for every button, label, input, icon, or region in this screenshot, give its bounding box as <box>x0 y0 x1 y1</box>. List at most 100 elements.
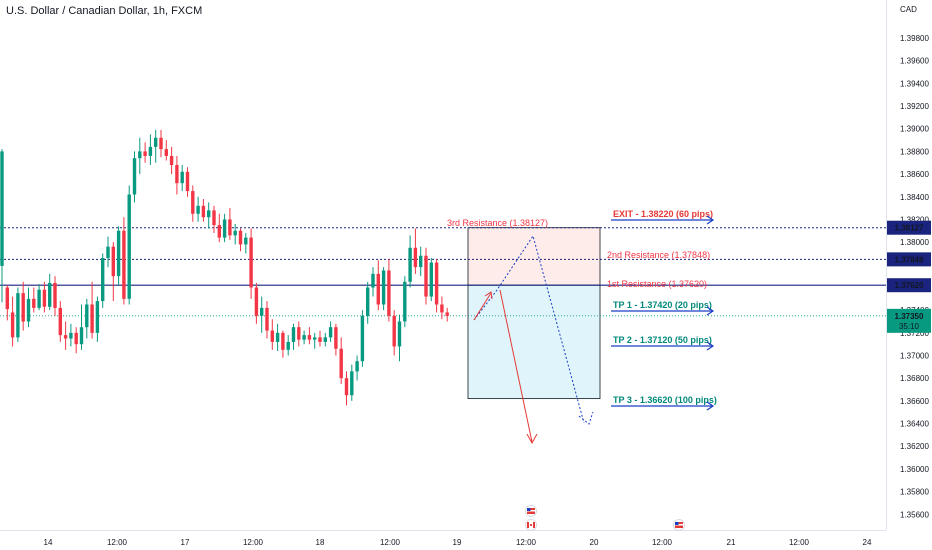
projection-down-red <box>499 289 533 443</box>
target-label: TP 3 - 1.36620 (100 pips) <box>613 395 717 405</box>
candle-body <box>233 230 237 236</box>
canada-flag-icon-band-left <box>527 522 529 528</box>
candle-body <box>434 262 439 305</box>
price-badge <box>887 252 931 267</box>
last-price-text: 1.37350 <box>895 312 924 321</box>
candle-body <box>5 287 9 310</box>
candle-body <box>207 210 211 218</box>
candle-body <box>180 171 184 184</box>
candle-body <box>185 171 190 192</box>
candle-body <box>381 270 386 305</box>
projection-up-red <box>473 292 492 321</box>
x-tick-label: 12:00 <box>107 538 128 547</box>
y-tick-label: 1.36800 <box>900 374 929 383</box>
y-tick-label: 1.39600 <box>900 57 929 66</box>
candle-body <box>58 307 62 336</box>
candle-body <box>42 289 47 307</box>
candle-body <box>313 337 317 340</box>
candle-body <box>127 194 131 299</box>
projection-up-arrowhead <box>484 291 493 300</box>
candle-body <box>254 287 259 316</box>
candle-body <box>291 327 296 342</box>
candle-body <box>392 315 396 347</box>
candle-body <box>143 151 147 156</box>
candle-body <box>191 191 195 214</box>
candle-body <box>323 337 327 342</box>
us-flag-icon-stripe-white <box>675 524 683 526</box>
y-tick-label: 1.36000 <box>900 465 929 474</box>
candle-body <box>403 281 407 322</box>
candle-body <box>69 332 73 339</box>
target-label: EXIT - 1.38220 (60 pips) <box>613 209 713 219</box>
candle-body <box>164 149 168 156</box>
y-tick-label: 1.38800 <box>900 147 929 156</box>
y-tick-label: 1.35600 <box>900 510 929 519</box>
price-badge <box>887 278 931 293</box>
candle-body <box>95 301 100 333</box>
target-label: TP 1 - 1.37420 (20 pips) <box>613 300 712 310</box>
candle-body <box>10 312 15 338</box>
projection-arrowhead-blue <box>578 411 594 425</box>
y-tick-label: 1.36200 <box>900 442 929 451</box>
y-tick-label: 1.39800 <box>900 34 929 43</box>
candle-body <box>307 335 312 340</box>
candle-body <box>201 205 206 218</box>
candle-body <box>344 378 349 396</box>
x-tick-label: 17 <box>181 538 190 547</box>
candle-body <box>132 158 137 195</box>
candle-body <box>413 247 418 268</box>
candle-body <box>148 146 153 156</box>
last-price-badge <box>887 308 931 333</box>
price-badge-text: 1.37620 <box>895 281 924 290</box>
candle-body <box>159 137 163 150</box>
y-tick-label: 1.39000 <box>900 125 929 134</box>
x-tick-label: 12:00 <box>789 538 810 547</box>
target-arrowhead <box>706 401 715 411</box>
candle-body <box>397 321 402 347</box>
currency-label: CAD <box>900 5 917 14</box>
candle-body <box>244 237 248 245</box>
candle-body <box>196 205 200 214</box>
candle-body <box>286 341 290 350</box>
candle-body <box>318 337 322 342</box>
resistance-label: 2nd Resistance (1.37848) <box>607 250 710 260</box>
candle-body <box>79 327 84 345</box>
projection-down-arrowhead <box>526 433 538 445</box>
candle-body <box>116 230 121 277</box>
candle-body <box>53 282 57 308</box>
y-tick-label: 1.38400 <box>900 193 929 202</box>
y-tick-label: 1.38600 <box>900 170 929 179</box>
chart-title: U.S. Dollar / Canadian Dollar, 1h, FXCM <box>6 5 203 17</box>
x-tick-label: 12:00 <box>380 538 401 547</box>
y-tick-label: 1.36400 <box>900 420 929 429</box>
candle-body <box>297 327 301 340</box>
candle-body <box>0 151 4 266</box>
target-arrowhead <box>706 341 715 351</box>
candle-body <box>408 247 412 282</box>
x-tick-label: 20 <box>590 538 599 547</box>
candle-body <box>360 315 365 362</box>
candle-body <box>260 307 264 316</box>
y-tick-label: 1.39200 <box>900 102 929 111</box>
candle-body <box>334 327 338 349</box>
candle-body <box>419 255 423 268</box>
y-tick-label: 1.36600 <box>900 397 929 406</box>
canada-flag-icon-leaf <box>529 523 533 527</box>
candle-body <box>371 273 375 288</box>
candle-body <box>138 151 142 159</box>
candle-body <box>122 230 126 299</box>
candle-body <box>275 332 280 342</box>
candle-body <box>238 230 243 245</box>
us-flag-icon-canton <box>527 508 531 511</box>
resistance-label: 1st Resistance (1.37620) <box>607 279 707 289</box>
candle-body <box>37 289 41 308</box>
y-tick-label: 1.38000 <box>900 238 929 247</box>
us-flag-icon-canton <box>675 522 679 525</box>
candle-body <box>21 293 25 322</box>
candle-body <box>74 332 78 345</box>
countdown-text: 35:10 <box>899 322 920 331</box>
target-label: TP 2 - 1.37120 (50 pips) <box>613 335 712 345</box>
x-tick-label: 21 <box>727 538 736 547</box>
candle-body <box>32 298 36 308</box>
